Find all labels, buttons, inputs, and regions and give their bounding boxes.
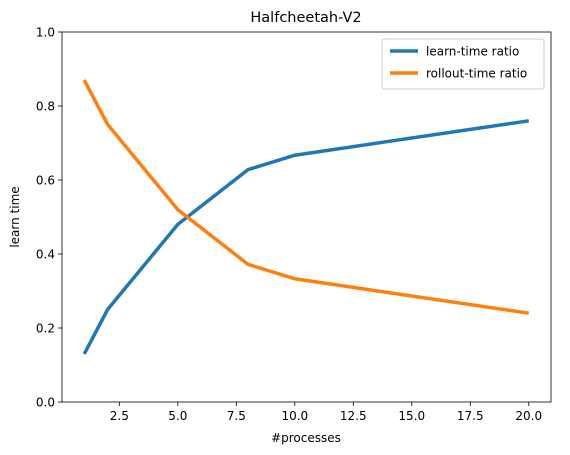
x-tick-label: 17.5 [457,409,484,423]
x-tick-label: 2.5 [110,409,129,423]
plot-lines [82,79,530,355]
y-tick-label: 0.6 [36,173,55,187]
y-tick-label: 0.2 [36,321,55,335]
series-line-2 [82,79,530,315]
x-tick-label: 5.0 [168,409,187,423]
x-tick-label: 12.5 [340,409,367,423]
chart-title: Halfcheetah-V2 [250,10,361,26]
legend-label-2: rollout-time ratio [426,66,527,80]
x-axis-ticks: 2.5 5.0 7.5 10.0 12.5 15.0 17.5 20.0 [110,402,542,423]
plot-frame [61,31,552,403]
x-axis-label: #processes [271,431,341,445]
series-line-1 [82,119,530,355]
legend: learn-time ratio rollout-time ratio [381,38,545,90]
x-tick-label: 15.0 [398,409,425,423]
y-tick-label: 0.8 [36,99,55,113]
legend-label-1: learn-time ratio [426,44,519,58]
y-tick-label: 0.4 [36,247,55,261]
y-axis-label: learn time [8,186,22,247]
y-axis-ticks: 0.0 0.2 0.4 0.6 0.8 1.0 [36,25,62,409]
x-tick-label: 10.0 [281,409,308,423]
y-tick-label: 0.0 [36,395,55,409]
y-tick-label: 1.0 [36,25,55,39]
x-tick-label: 20.0 [515,409,542,423]
x-tick-label: 7.5 [227,409,246,423]
legend-box [381,38,545,90]
